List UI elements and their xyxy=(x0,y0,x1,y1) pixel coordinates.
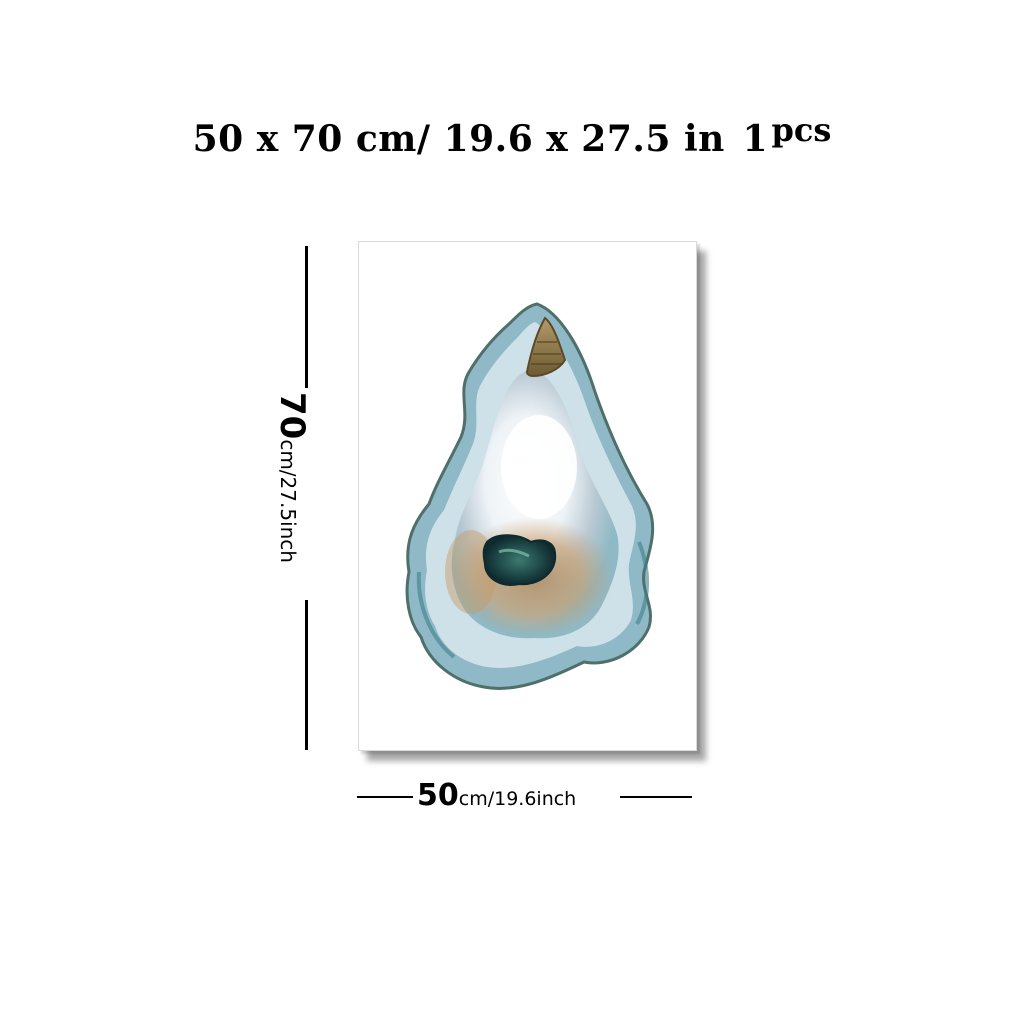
oyster-muscle-scar xyxy=(482,534,557,586)
oyster-hinge xyxy=(525,316,567,378)
size-title-quantity: 1 xyxy=(742,118,768,160)
width-value: 50 xyxy=(417,778,459,813)
height-unit: cm/27.5inch xyxy=(276,439,300,563)
width-label: 50cm/19.6inch xyxy=(417,778,576,813)
height-line-top xyxy=(305,246,308,388)
oyster-highlight xyxy=(501,415,577,519)
canvas-print xyxy=(358,241,697,751)
height-value: 70 xyxy=(272,392,312,440)
oyster-hinge-lines xyxy=(531,341,563,365)
oyster-muscle-sheen xyxy=(498,548,530,558)
size-title-quantity-unit: pcs xyxy=(771,111,832,149)
oyster-edge-accent xyxy=(416,541,649,659)
height-line-bottom xyxy=(305,600,308,750)
width-line-left xyxy=(357,796,413,798)
width-unit: cm/19.6inch xyxy=(458,788,577,810)
height-label: 70cm/27.5inch xyxy=(272,392,312,563)
size-title: 50 x 70 cm/ 19.6 x 27.5 in 1 pcs xyxy=(0,111,1024,160)
oyster-artwork xyxy=(405,302,655,690)
size-title-dimensions: 50 x 70 cm/ 19.6 x 27.5 in xyxy=(192,118,725,160)
width-line-right xyxy=(620,796,692,798)
